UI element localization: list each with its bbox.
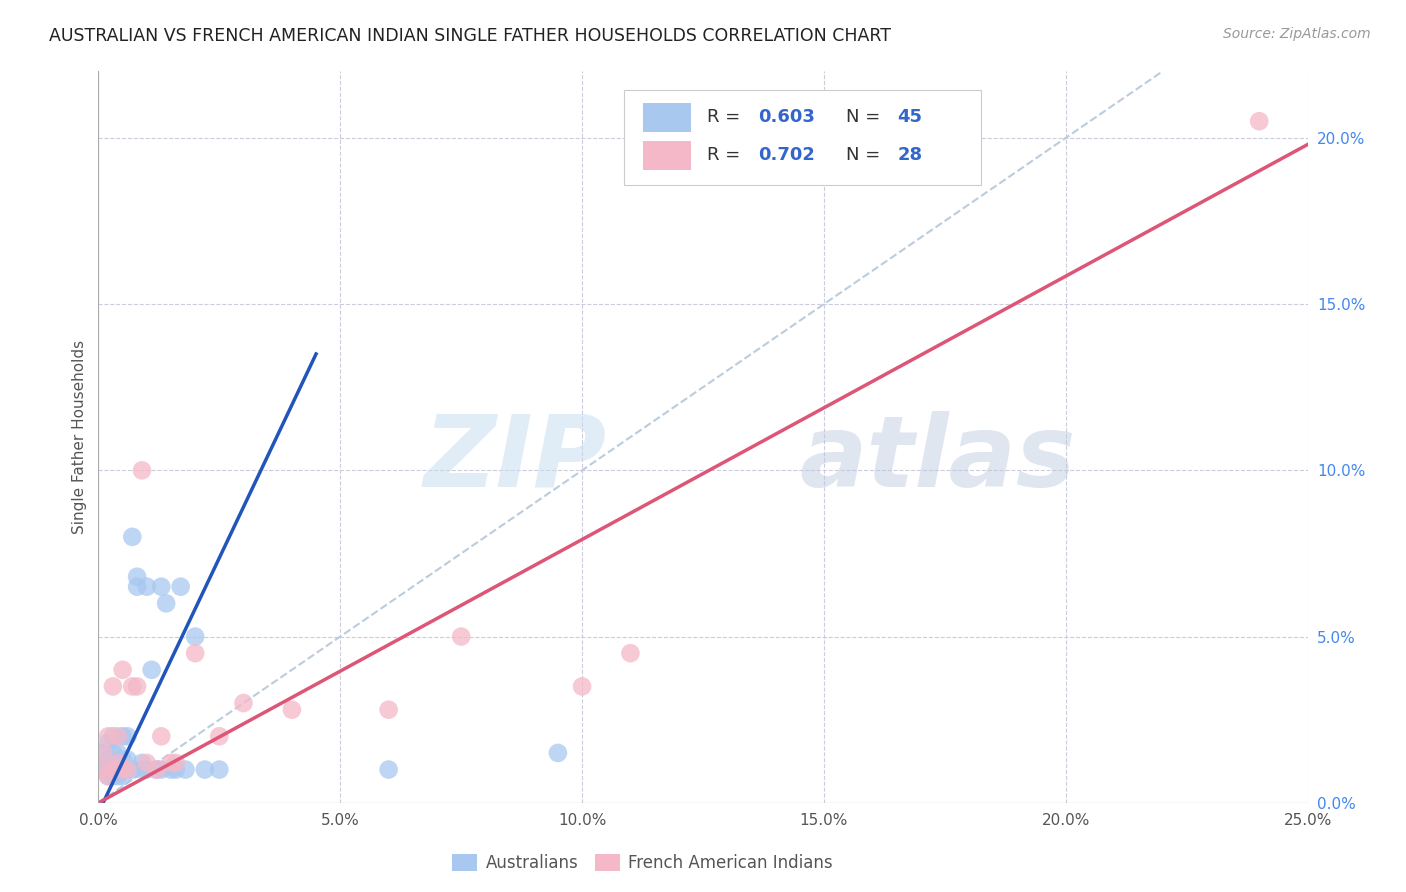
Point xyxy=(131,463,153,477)
Point xyxy=(111,753,134,767)
Point xyxy=(101,746,124,760)
Point xyxy=(101,756,124,770)
Point xyxy=(208,763,231,777)
Point xyxy=(150,763,173,777)
Point xyxy=(135,763,157,777)
Point xyxy=(150,729,173,743)
Point xyxy=(101,763,124,777)
Point xyxy=(619,646,641,660)
FancyBboxPatch shape xyxy=(643,141,690,170)
Point xyxy=(127,680,149,694)
Point xyxy=(91,746,114,760)
Point xyxy=(101,729,124,743)
Point xyxy=(1249,114,1271,128)
Point xyxy=(121,763,143,777)
Point xyxy=(111,663,134,677)
Point xyxy=(107,746,129,760)
Point xyxy=(165,756,187,770)
Point xyxy=(97,763,120,777)
Point xyxy=(194,763,217,777)
Point xyxy=(117,763,139,777)
Point xyxy=(117,763,139,777)
Text: ZIP: ZIP xyxy=(423,410,606,508)
Point xyxy=(169,580,191,594)
Point xyxy=(450,630,472,644)
Text: 28: 28 xyxy=(897,146,922,164)
Point xyxy=(107,729,129,743)
Text: R =: R = xyxy=(707,109,745,127)
Point xyxy=(135,756,157,770)
Point xyxy=(184,630,207,644)
Text: 0.702: 0.702 xyxy=(759,146,815,164)
Point xyxy=(107,763,129,777)
Point xyxy=(101,680,124,694)
Text: AUSTRALIAN VS FRENCH AMERICAN INDIAN SINGLE FATHER HOUSEHOLDS CORRELATION CHART: AUSTRALIAN VS FRENCH AMERICAN INDIAN SIN… xyxy=(49,27,891,45)
Text: N =: N = xyxy=(845,109,886,127)
Text: N =: N = xyxy=(845,146,886,164)
Point xyxy=(160,756,183,770)
Point xyxy=(91,746,114,760)
Point xyxy=(547,746,569,760)
Point xyxy=(101,763,124,777)
FancyBboxPatch shape xyxy=(624,90,981,185)
Point xyxy=(97,769,120,783)
Point xyxy=(91,756,114,770)
Point xyxy=(111,763,134,777)
Point xyxy=(160,763,183,777)
Point xyxy=(135,580,157,594)
Point xyxy=(97,736,120,750)
Point xyxy=(131,763,153,777)
Point xyxy=(571,680,593,694)
Point xyxy=(111,763,134,777)
Point xyxy=(174,763,197,777)
Point xyxy=(184,646,207,660)
Point xyxy=(107,769,129,783)
Point xyxy=(150,580,173,594)
Legend: Australians, French American Indians: Australians, French American Indians xyxy=(446,847,839,879)
Y-axis label: Single Father Households: Single Father Households xyxy=(72,340,87,534)
Text: 45: 45 xyxy=(897,109,922,127)
Text: 0.603: 0.603 xyxy=(759,109,815,127)
Point xyxy=(232,696,254,710)
Point xyxy=(121,530,143,544)
Point xyxy=(121,680,143,694)
Point xyxy=(97,753,120,767)
Point xyxy=(131,756,153,770)
Point xyxy=(107,756,129,770)
Point xyxy=(377,763,399,777)
Point xyxy=(117,729,139,743)
Point xyxy=(97,729,120,743)
Point xyxy=(91,763,114,777)
Point xyxy=(101,769,124,783)
Point xyxy=(97,769,120,783)
Point xyxy=(107,756,129,770)
Point xyxy=(377,703,399,717)
Point xyxy=(155,596,177,610)
Text: atlas: atlas xyxy=(800,410,1076,508)
Point xyxy=(117,753,139,767)
FancyBboxPatch shape xyxy=(643,103,690,132)
Point xyxy=(208,729,231,743)
Point xyxy=(141,663,163,677)
Text: Source: ZipAtlas.com: Source: ZipAtlas.com xyxy=(1223,27,1371,41)
Point xyxy=(111,769,134,783)
Point xyxy=(145,763,167,777)
Point xyxy=(127,570,149,584)
Point xyxy=(281,703,304,717)
Text: R =: R = xyxy=(707,146,745,164)
Point xyxy=(91,763,114,777)
Point xyxy=(145,763,167,777)
Point xyxy=(165,763,187,777)
Point xyxy=(111,729,134,743)
Point xyxy=(127,580,149,594)
